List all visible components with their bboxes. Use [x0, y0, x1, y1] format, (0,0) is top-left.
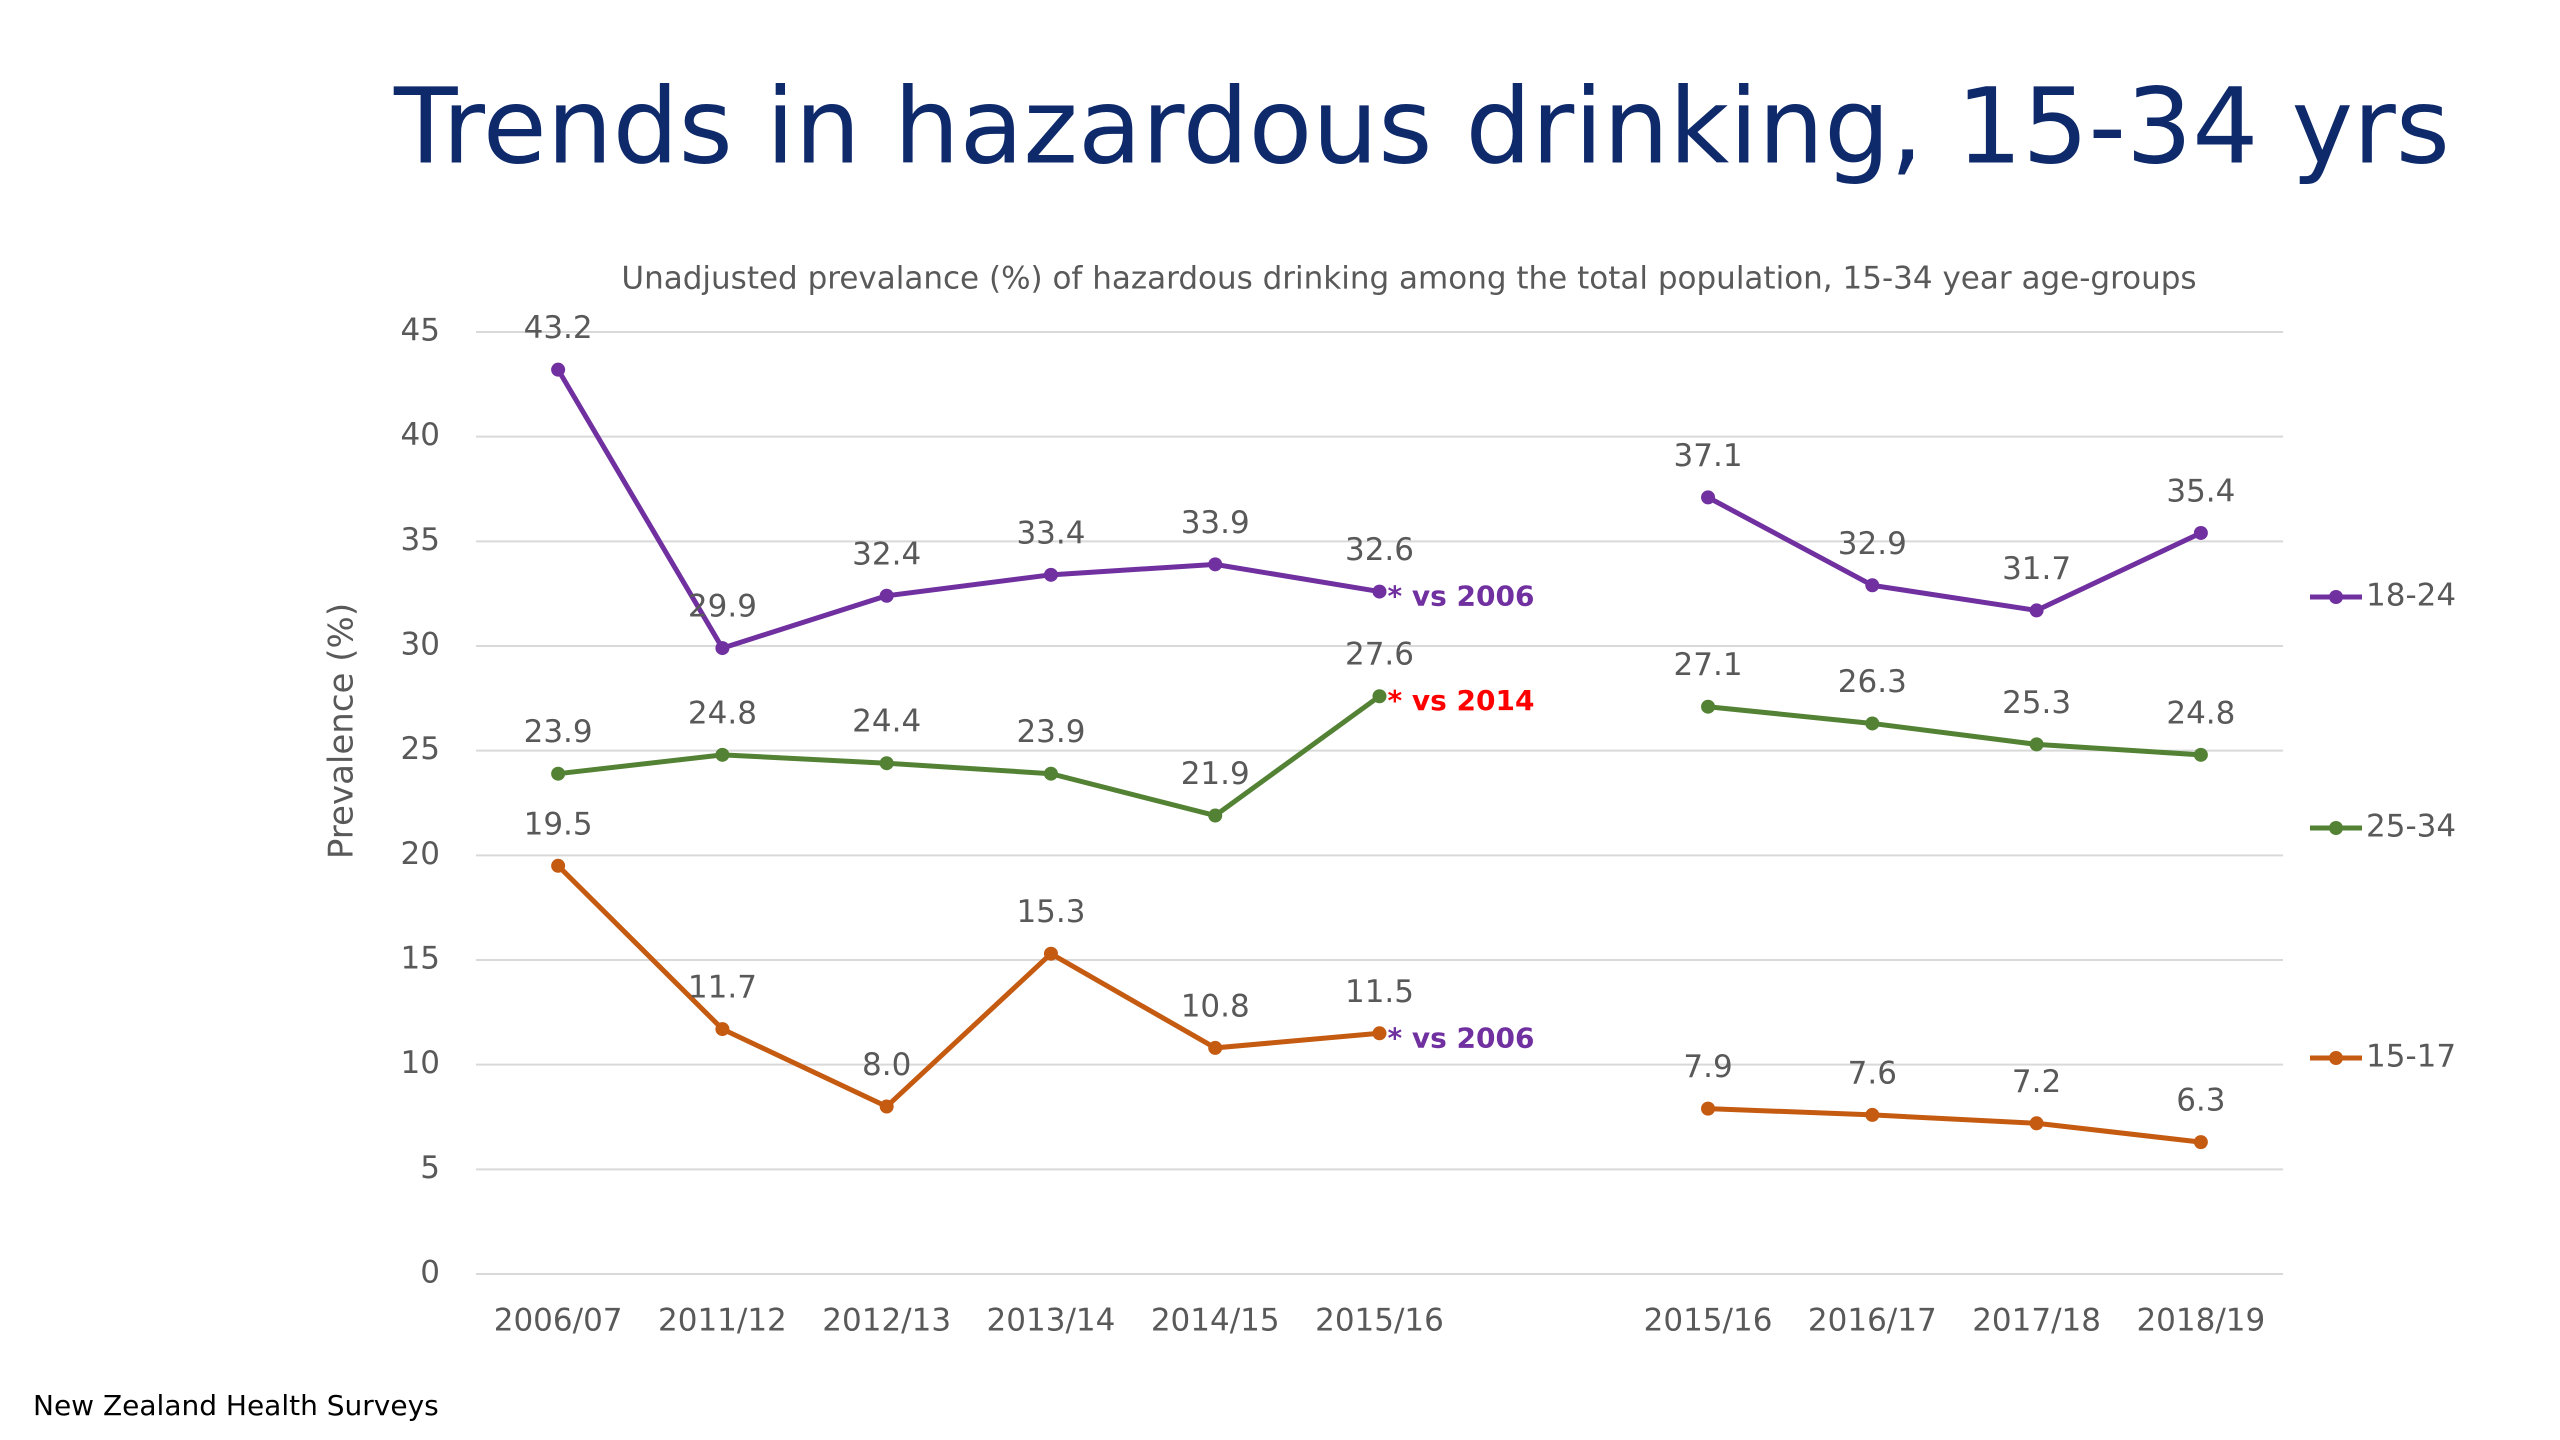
series-line [557, 694, 2202, 819]
annotation: * vs 2006 [1388, 1021, 1535, 1054]
y-tick-label: 40 [401, 417, 440, 453]
x-tick-label: 2016/17 [1808, 1303, 1937, 1339]
data-label: 27.1 [1674, 647, 1743, 683]
data-point [1865, 716, 1880, 731]
x-tick-label: 2015/16 [1315, 1303, 1444, 1339]
data-label: 37.1 [1674, 438, 1743, 474]
y-tick-label: 10 [401, 1045, 440, 1081]
data-label: 26.3 [1838, 664, 1907, 700]
data-point [2193, 525, 2208, 540]
data-point [2193, 747, 2208, 762]
data-label: 33.4 [1016, 515, 1085, 551]
data-point [1372, 1026, 1387, 1041]
chart-title: Trends in hazardous drinking, 15-34 yrs [393, 65, 2450, 187]
y-tick-label: 20 [401, 836, 440, 872]
series-line [556, 864, 2202, 1145]
legend-swatch-dot [2329, 821, 2343, 835]
y-tick-label: 0 [420, 1255, 440, 1291]
data-label: 31.7 [2002, 551, 2071, 587]
data-label: 25.3 [2002, 685, 2071, 721]
data-label: 11.7 [688, 970, 757, 1006]
data-label: 23.9 [524, 714, 593, 750]
legend-swatch-dot [2329, 1051, 2343, 1065]
data-label: 11.5 [1345, 974, 1414, 1010]
data-label: 32.6 [1345, 532, 1414, 568]
x-tick-label: 2014/15 [1151, 1303, 1280, 1339]
data-label: 29.9 [688, 589, 757, 625]
data-label: 24.8 [2166, 695, 2235, 731]
source-note: New Zealand Health Surveys [33, 1389, 439, 1422]
annotation: * vs 2006 [1388, 580, 1535, 613]
data-point [1208, 1040, 1223, 1055]
x-tick-label: 2017/18 [1972, 1303, 2101, 1339]
legend-label: 25-34 [2366, 809, 2456, 845]
data-point [1043, 946, 1058, 961]
data-label: 43.2 [524, 310, 593, 346]
data-point [1372, 584, 1387, 599]
data-label: 6.3 [2176, 1083, 2225, 1119]
data-point [1701, 1101, 1716, 1116]
x-tick-label: 2006/07 [494, 1303, 623, 1339]
data-label: 33.9 [1181, 505, 1250, 541]
data-point [2193, 1135, 2208, 1150]
x-tick-label: 2013/14 [987, 1303, 1116, 1339]
data-point [715, 1022, 730, 1037]
y-tick-label: 35 [401, 522, 440, 558]
data-label: 23.9 [1016, 714, 1085, 750]
legend-label: 18-24 [2366, 578, 2456, 614]
series-line [555, 368, 2202, 652]
data-point [879, 756, 894, 771]
data-label: 24.4 [852, 704, 921, 740]
data-point [879, 588, 894, 603]
data-point [1043, 766, 1058, 781]
data-point [551, 766, 566, 781]
data-label: 7.6 [1848, 1055, 1897, 1091]
data-point [1208, 808, 1223, 823]
x-tick-label: 2012/13 [822, 1303, 951, 1339]
data-point [1865, 1107, 1880, 1122]
data-point [715, 747, 730, 762]
data-label: 10.8 [1181, 988, 1250, 1024]
legend-swatch-dot [2329, 590, 2343, 604]
data-point [1043, 567, 1058, 582]
data-point [715, 641, 730, 656]
data-label: 24.8 [688, 695, 757, 731]
data-label: 27.6 [1345, 637, 1414, 673]
data-point [551, 858, 566, 873]
data-label: 21.9 [1181, 756, 1250, 792]
data-point [551, 362, 566, 377]
data-point [879, 1099, 894, 1114]
x-tick-label: 2011/12 [658, 1303, 787, 1339]
data-label: 8.0 [862, 1047, 911, 1083]
data-label: 35.4 [2166, 473, 2235, 509]
y-axis-label: Prevalence (%) [322, 603, 362, 859]
y-tick-label: 45 [401, 313, 440, 349]
y-tick-label: 25 [401, 731, 440, 767]
x-tick-label: 2015/16 [1644, 1303, 1773, 1339]
data-label: 32.4 [852, 536, 921, 572]
y-tick-label: 15 [401, 941, 440, 977]
data-point [2029, 737, 2044, 752]
chart-subtitle: Unadjusted prevalance (%) of hazardous d… [621, 261, 2196, 297]
data-point [1865, 578, 1880, 593]
y-tick-label: 30 [401, 627, 440, 663]
data-point [1701, 490, 1716, 505]
data-label: 19.5 [524, 806, 593, 842]
data-label: 7.9 [1683, 1049, 1732, 1085]
data-point [1208, 557, 1223, 572]
data-label: 7.2 [2012, 1064, 2061, 1100]
data-point [1701, 699, 1716, 714]
data-label: 32.9 [1838, 526, 1907, 562]
y-tick-label: 5 [420, 1150, 440, 1186]
annotation: * vs 2014 [1388, 684, 1535, 717]
data-point [2029, 1116, 2044, 1131]
data-point [2029, 603, 2044, 618]
legend-label: 15-17 [2366, 1039, 2456, 1075]
data-point [1372, 689, 1387, 704]
data-label: 15.3 [1016, 894, 1085, 930]
x-tick-label: 2018/19 [2136, 1303, 2265, 1339]
